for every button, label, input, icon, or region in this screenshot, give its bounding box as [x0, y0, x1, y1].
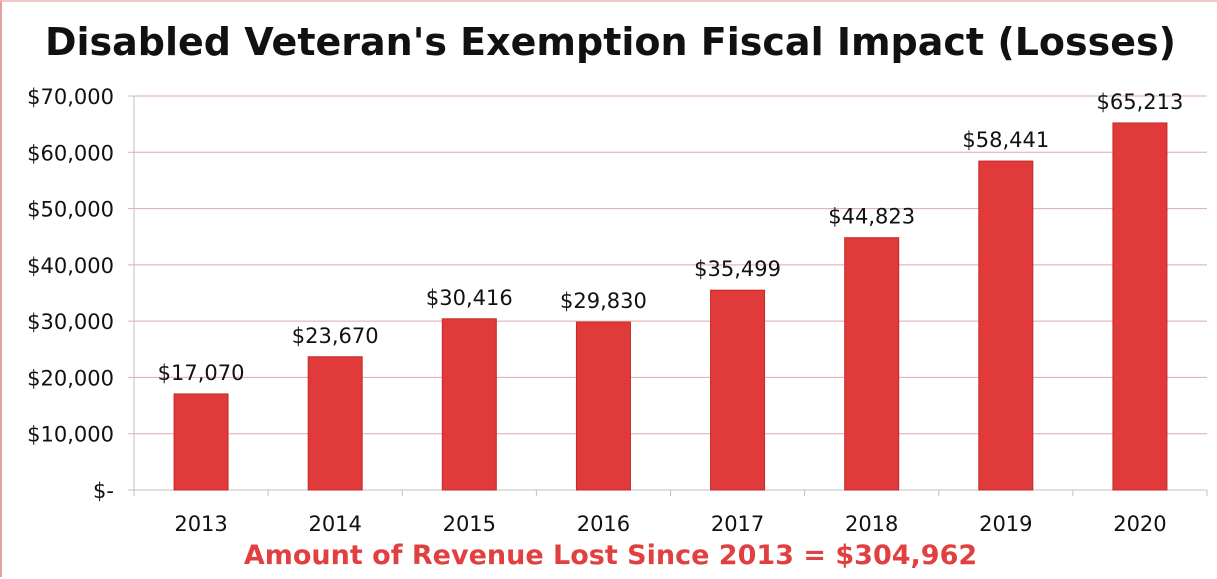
y-tick-label: $30,000	[27, 310, 114, 334]
data-label-2013: $17,070	[158, 361, 245, 385]
bar-2019	[978, 160, 1034, 491]
y-tick-label: $40,000	[27, 254, 114, 278]
data-label-2017: $35,499	[694, 257, 781, 281]
x-tick-label-2019: 2019	[979, 512, 1032, 536]
bar-2018	[844, 237, 900, 491]
revenue-lost-summary: Amount of Revenue Lost Since 2013 = $304…	[243, 540, 978, 571]
chart-title: Disabled Veteran's Exemption Fiscal Impa…	[44, 20, 1177, 64]
x-tick-label-2016: 2016	[577, 512, 630, 536]
data-label-2020: $65,213	[1097, 90, 1184, 114]
y-tick-label: $70,000	[27, 85, 114, 109]
bar-2020	[1112, 122, 1168, 491]
x-tick-label-2018: 2018	[845, 512, 898, 536]
bar-2016	[575, 321, 631, 491]
y-tick-label: $60,000	[27, 141, 114, 165]
data-label-2015: $30,416	[426, 286, 513, 310]
x-tick-label-2017: 2017	[711, 512, 764, 536]
y-tick-label: $20,000	[27, 366, 114, 390]
data-label-2016: $29,830	[560, 289, 647, 313]
x-tick-label-2013: 2013	[174, 512, 227, 536]
y-tick-label: $50,000	[27, 198, 114, 222]
bar-2014	[307, 356, 363, 491]
y-tick-label: $-	[93, 479, 114, 503]
x-tick-label-2020: 2020	[1113, 512, 1166, 536]
bar-2017	[710, 289, 766, 491]
bar-2015	[441, 318, 497, 491]
data-label-2018: $44,823	[828, 205, 915, 229]
x-tick-label-2014: 2014	[308, 512, 361, 536]
bar-2013	[173, 393, 229, 491]
data-label-2019: $58,441	[962, 128, 1049, 152]
data-label-2014: $23,670	[292, 324, 379, 348]
x-tick-label-2015: 2015	[443, 512, 496, 536]
y-tick-label: $10,000	[27, 423, 114, 447]
